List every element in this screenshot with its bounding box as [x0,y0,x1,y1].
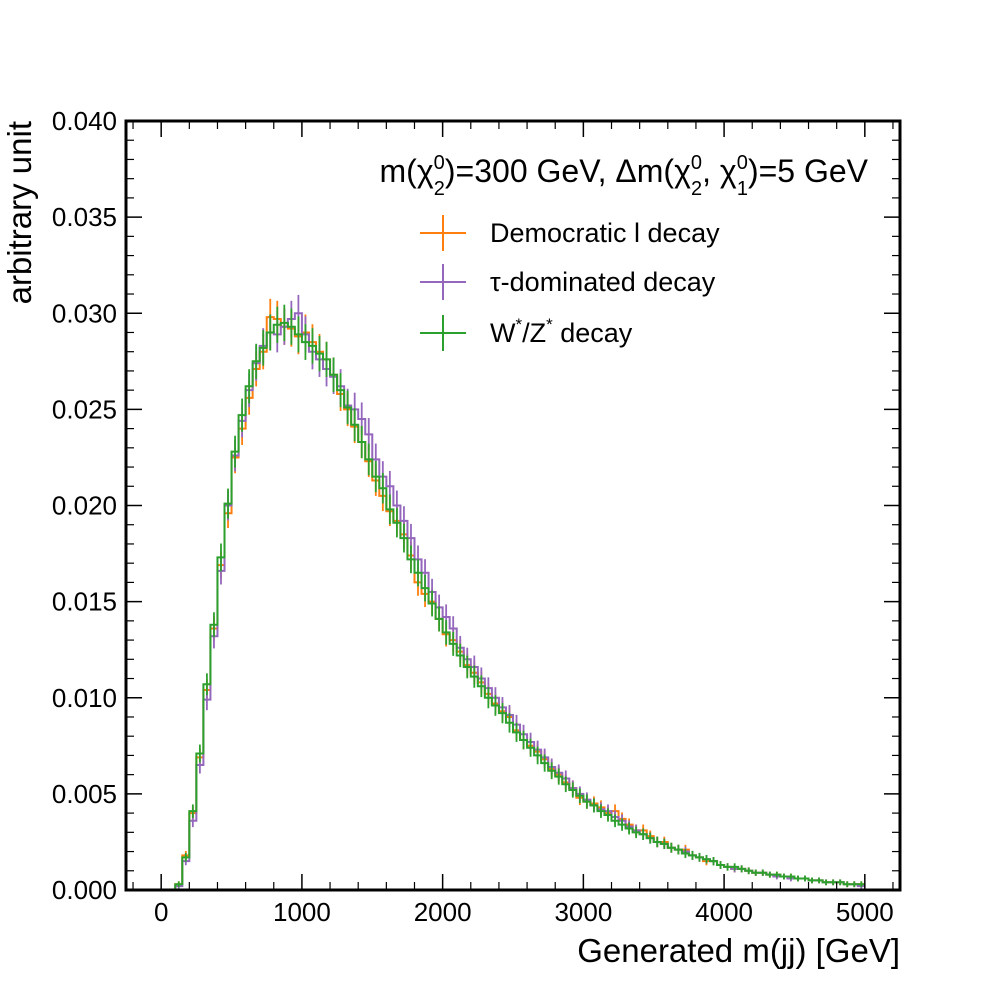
y-tick-label: 0.005 [52,779,117,809]
x-tick-label: 2000 [414,897,472,927]
x-axis-label: Generated m(jj) [GeV] [577,932,900,969]
legend: Democratic l decay τ-dominated decay W*/… [420,215,720,351]
y-axis-label: arbitrary unit [1,121,38,304]
legend-entry-tau: τ-dominated decay [420,264,716,300]
x-tick-label: 1000 [273,897,331,927]
x-tick-label: 5000 [836,897,894,927]
y-tick-label: 0.020 [52,491,117,521]
series-1 [161,294,865,891]
legend-label-wz: W*/Z* decay [490,315,633,348]
series-step-line [161,321,865,891]
y-tick-label: 0.035 [52,202,117,232]
y-tick-label: 0.025 [52,394,117,424]
legend-label-tau: τ-dominated decay [490,267,716,297]
series-2 [161,304,865,891]
y-tick-label: 0.015 [52,587,117,617]
legend-label-democratic: Democratic l decay [490,218,720,248]
legend-entry-wz: W*/Z* decay [420,315,633,351]
ticks-layer: 0 1000 2000 3000 4000 5000 0.000 0.005 0.010 0.01… [52,106,900,927]
series-step-line [161,312,865,891]
plot-frame [124,119,902,892]
y-tick-label: 0.000 [52,875,117,905]
series-0 [161,298,865,891]
x-tick-label: 0 [154,897,168,927]
y-tick-label: 0.040 [52,106,117,136]
legend-entry-democratic: Democratic l decay [420,215,720,251]
x-tick-label: 3000 [554,897,612,927]
x-tick-label: 4000 [695,897,753,927]
y-tick-label: 0.030 [52,298,117,328]
series-step-line [161,316,865,891]
y-tick-label: 0.010 [52,683,117,713]
series-layer [161,294,865,891]
annotation-title: m(χ0 2)=300 GeV, Δm(χ0 2, χ0 1)=5 GeV [380,152,869,200]
